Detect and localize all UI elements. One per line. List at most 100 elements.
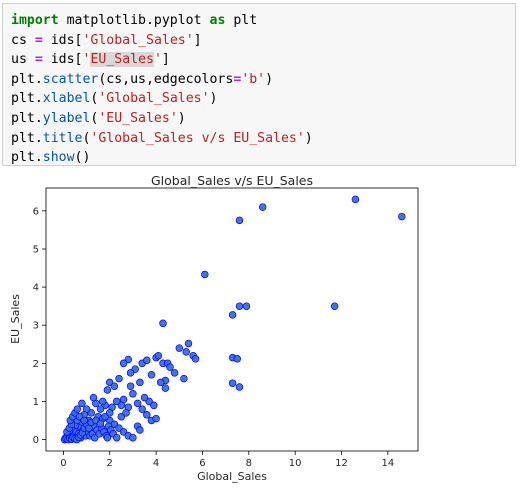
scatter-point <box>191 355 200 363</box>
scatter-point <box>233 355 241 363</box>
code-token: ( <box>90 110 99 126</box>
x-ticks: 0 2 4 6 8 10 12 14 <box>60 451 394 469</box>
scatter-point <box>184 339 193 348</box>
scatter-point <box>143 356 151 365</box>
code-token: plt. <box>11 110 43 126</box>
scatter-point <box>143 411 151 419</box>
scatter-point <box>140 393 149 402</box>
scatter-point <box>235 302 244 310</box>
scatter-point <box>258 203 267 211</box>
code-token: import <box>11 13 59 28</box>
code-editor[interactable]: import matplotlib.pyplot as plt cs = ids[… <box>11 11 313 168</box>
scatter-point <box>161 384 170 392</box>
scatter-point <box>115 374 123 383</box>
scatter-point <box>147 371 156 379</box>
x-tick-label: 8 <box>246 458 252 469</box>
scatter-point <box>136 426 144 434</box>
code-token: ] <box>161 52 170 68</box>
y-tick-label: 2 <box>33 359 39 370</box>
code-token: ) <box>304 130 313 146</box>
code-line: plt.scatter(cs,us,edgecolors='b') <box>11 70 313 90</box>
code-token: ( <box>82 130 91 146</box>
code-token: (cs,us,edgecolors <box>98 71 234 87</box>
code-token: ] <box>193 32 202 48</box>
scatter-point <box>154 351 163 360</box>
scatter-point <box>126 369 135 377</box>
code-token: cs <box>11 32 35 48</box>
y-tick-label: 1 <box>33 397 39 408</box>
scatter-point <box>398 212 406 221</box>
scatter-point <box>73 405 82 413</box>
scatter-point <box>119 359 128 368</box>
y-tick-label: 4 <box>33 283 39 294</box>
code-token: plt <box>225 13 258 28</box>
y-tick-label: 6 <box>33 206 39 217</box>
scatter-point <box>235 216 244 225</box>
code-token: ' <box>82 52 91 68</box>
scatter-point <box>228 311 237 319</box>
code-token: ylabel <box>42 110 91 126</box>
code-token: 'Global_Sales' <box>82 32 194 48</box>
code-token: ( <box>90 91 99 107</box>
scatter-point <box>103 433 112 442</box>
x-axis-label: Global_Sales <box>197 470 267 483</box>
code-cell[interactable]: import matplotlib.pyplot as plt cs = ids[… <box>2 3 516 166</box>
y-tick-label: 3 <box>33 321 39 332</box>
scatter-point <box>150 401 158 410</box>
x-tick-label: 4 <box>153 458 159 469</box>
scatter-point <box>138 405 146 413</box>
scatter-point <box>180 374 188 383</box>
scatter-point <box>330 302 339 310</box>
code-token: xlabel <box>42 91 91 107</box>
scatter-point <box>228 379 237 387</box>
x-tick-label: 12 <box>335 458 348 469</box>
code-token: plt. <box>11 150 43 166</box>
code-token: ) <box>177 110 186 126</box>
code-token: 'EU_Sales' <box>98 110 178 126</box>
code-token: plt. <box>11 130 43 146</box>
scatter-point <box>105 409 114 417</box>
code-token: ' <box>153 52 162 68</box>
scatter-point <box>182 348 190 356</box>
y-tick-label: 5 <box>33 244 39 255</box>
code-line: import matplotlib.pyplot as plt <box>11 11 313 31</box>
scatter-point <box>110 382 119 390</box>
scatter-point <box>129 433 137 442</box>
code-line: cs = ids['Global_Sales'] <box>11 31 313 51</box>
y-axis-label: EU_Sales <box>9 294 22 344</box>
code-token: 'Global_Sales' <box>98 91 210 107</box>
code-line: us = ids['EU_Sales'] <box>11 50 313 70</box>
code-token: matplotlib.pyplot <box>58 13 210 28</box>
x-tick-label: 6 <box>199 458 205 469</box>
code-token: ids[ <box>42 52 83 68</box>
code-token: = <box>34 52 43 68</box>
scatter-point <box>152 414 160 423</box>
points-layer <box>60 195 406 444</box>
scatter-point <box>201 270 209 279</box>
x-tick-label: 14 <box>382 458 395 469</box>
scatter-point <box>78 399 86 408</box>
scatter-point <box>122 409 130 417</box>
scatter-point <box>136 378 144 387</box>
scatter-point <box>235 383 244 391</box>
code-token: ids[ <box>42 32 83 48</box>
code-token: us <box>11 52 35 68</box>
scatter-point <box>89 393 98 402</box>
code-line: plt.xlabel('Global_Sales') <box>11 89 313 109</box>
scatter-point <box>96 419 105 428</box>
scatter-point <box>126 382 135 390</box>
code-token: ) <box>209 91 218 107</box>
scatter-point <box>99 397 107 406</box>
x-tick-label: 0 <box>60 458 66 469</box>
code-token: = <box>34 32 43 48</box>
code-token: () <box>74 150 91 166</box>
scatter-point <box>129 390 137 398</box>
y-ticks: 0 1 2 3 4 5 6 <box>33 206 46 446</box>
scatter-point <box>133 399 142 408</box>
scatter-point <box>156 378 165 387</box>
scatter-point <box>80 416 88 425</box>
scatter-point <box>112 433 121 442</box>
scatter-point <box>175 344 184 352</box>
